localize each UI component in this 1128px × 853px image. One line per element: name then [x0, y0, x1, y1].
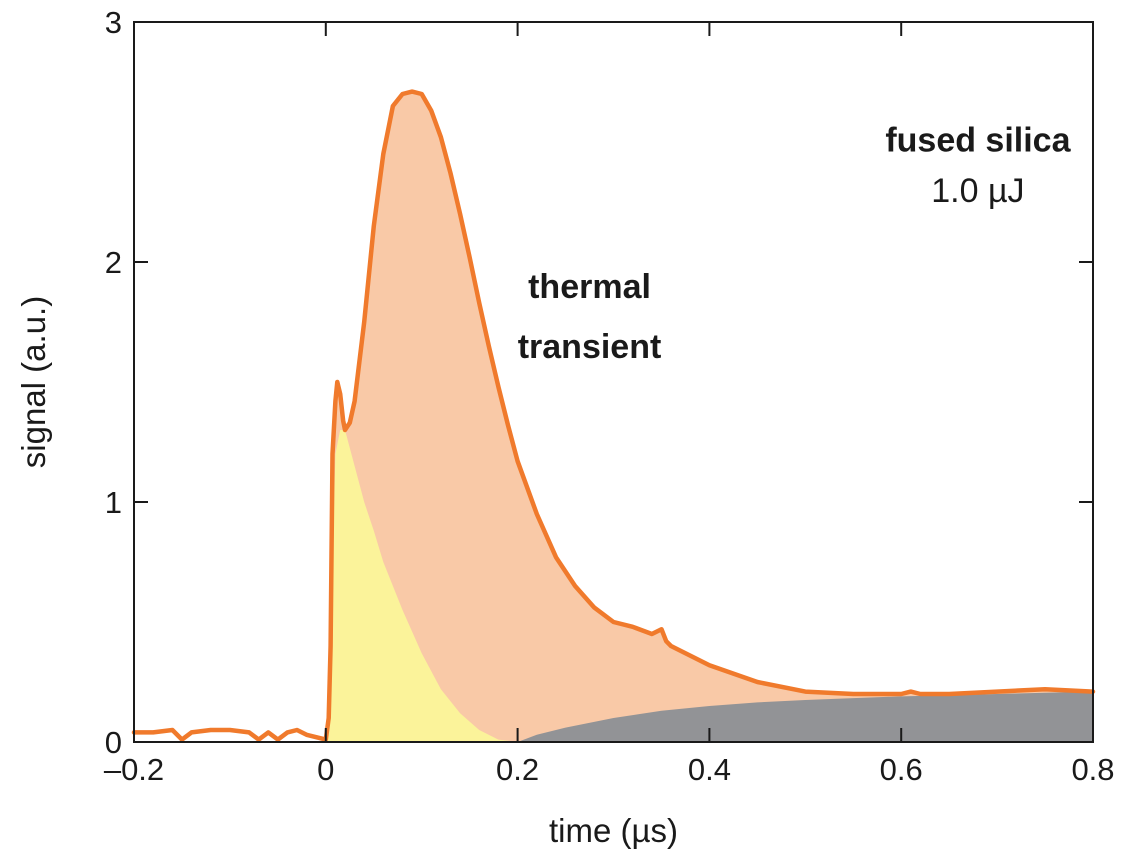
fill-layers	[325, 91, 1093, 743]
x-tick-label: 0	[317, 752, 334, 787]
y-tick-label: 1	[105, 485, 122, 520]
annotation-thermal: thermal	[528, 268, 651, 306]
y-axis-title: signal (a.u.)	[15, 296, 52, 468]
area-fill-thermal	[325, 91, 1093, 743]
annotation-energy: 1.0 µJ	[931, 172, 1024, 210]
area-fill-background	[517, 691, 1093, 742]
signal-line	[131, 89, 1096, 742]
x-tick-label: 0.8	[1071, 752, 1114, 787]
x-tick-label: –0.2	[104, 752, 164, 787]
y-tick-label: 3	[105, 5, 122, 40]
plot-frame	[133, 21, 1094, 743]
x-tick-label: 0.4	[688, 752, 731, 787]
annotation-transient: transient	[518, 328, 662, 366]
ticks	[133, 21, 1094, 743]
line-layer	[131, 89, 1096, 742]
annotation-material: fused silica	[885, 122, 1071, 160]
y-tick-label: 0	[105, 725, 122, 760]
y-tick-label: 2	[105, 245, 122, 280]
x-axis-title: time (µs)	[549, 812, 678, 849]
area-fill-fast	[325, 430, 518, 742]
x-tick-label: 0.6	[880, 752, 923, 787]
x-tick-label: 0.2	[496, 752, 539, 787]
